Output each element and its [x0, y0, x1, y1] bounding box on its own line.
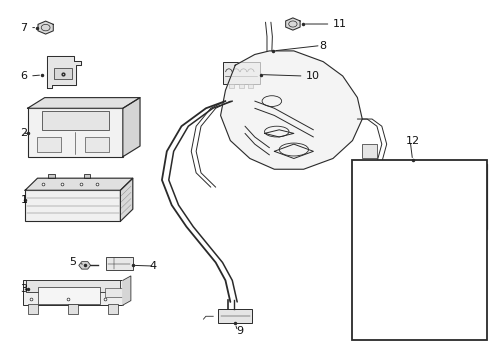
Bar	[362, 144, 377, 158]
Bar	[389, 186, 453, 222]
Bar	[38, 287, 100, 304]
Bar	[68, 304, 78, 314]
Text: 11: 11	[333, 19, 347, 29]
Bar	[223, 62, 260, 84]
Bar	[23, 280, 123, 305]
Text: 4: 4	[150, 261, 157, 271]
Polygon shape	[470, 258, 480, 327]
Bar	[106, 257, 133, 270]
Text: 7: 7	[21, 23, 27, 33]
Polygon shape	[25, 178, 133, 190]
Bar	[85, 137, 109, 152]
Bar	[49, 174, 55, 178]
Polygon shape	[220, 51, 362, 169]
Text: 1: 1	[21, 195, 27, 205]
Bar	[25, 190, 121, 221]
Bar	[218, 309, 252, 323]
Bar	[37, 137, 61, 152]
Text: 6: 6	[21, 71, 27, 81]
Polygon shape	[123, 276, 131, 305]
Bar	[28, 304, 38, 314]
Polygon shape	[38, 21, 53, 34]
Bar	[367, 176, 475, 241]
Text: 5: 5	[70, 257, 76, 267]
Polygon shape	[121, 178, 133, 221]
Bar	[382, 281, 455, 312]
Text: 10: 10	[306, 71, 320, 81]
Bar	[352, 160, 487, 339]
Bar	[239, 84, 244, 88]
Polygon shape	[367, 165, 488, 176]
Polygon shape	[27, 98, 140, 108]
Bar	[25, 280, 120, 292]
Polygon shape	[475, 165, 488, 241]
Bar	[229, 84, 234, 88]
Bar	[372, 266, 470, 327]
Bar	[108, 304, 118, 314]
Bar	[42, 111, 109, 130]
Polygon shape	[79, 262, 91, 269]
Text: 8: 8	[319, 41, 327, 50]
Bar	[54, 68, 72, 79]
Bar	[105, 288, 123, 297]
Polygon shape	[47, 56, 81, 88]
Text: 3: 3	[21, 284, 27, 294]
Bar	[27, 108, 123, 157]
Polygon shape	[286, 18, 300, 30]
Polygon shape	[123, 98, 140, 157]
Text: 2: 2	[21, 129, 27, 138]
Bar	[248, 84, 253, 88]
Bar	[84, 174, 90, 178]
Text: 9: 9	[237, 326, 244, 336]
Text: 12: 12	[406, 136, 419, 145]
